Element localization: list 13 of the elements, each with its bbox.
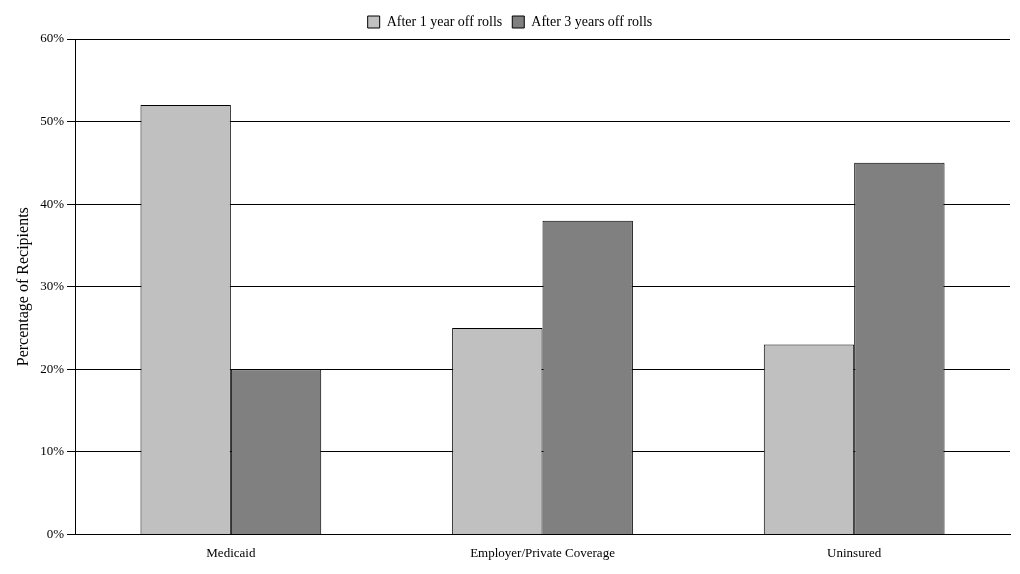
y-tick-label: 60% xyxy=(40,30,65,46)
y-tick-label: 10% xyxy=(40,443,65,459)
y-tick-label: 20% xyxy=(40,360,65,376)
y-axis-title: Percentage of Recipients xyxy=(13,207,32,367)
legend-label: After 1 year off rolls xyxy=(386,13,503,29)
y-tick-label: 30% xyxy=(40,278,65,294)
y-tick-label: 40% xyxy=(40,195,65,211)
x-tick-label: Medicaid xyxy=(206,544,256,560)
legend-label: After 3 years off rolls xyxy=(531,13,653,29)
x-tick-label: Uninsured xyxy=(827,544,882,560)
y-tick-label: 0% xyxy=(46,525,65,541)
x-tick-label: Employer/Private Coverage xyxy=(470,544,616,560)
y-tick-label: 50% xyxy=(40,112,65,128)
